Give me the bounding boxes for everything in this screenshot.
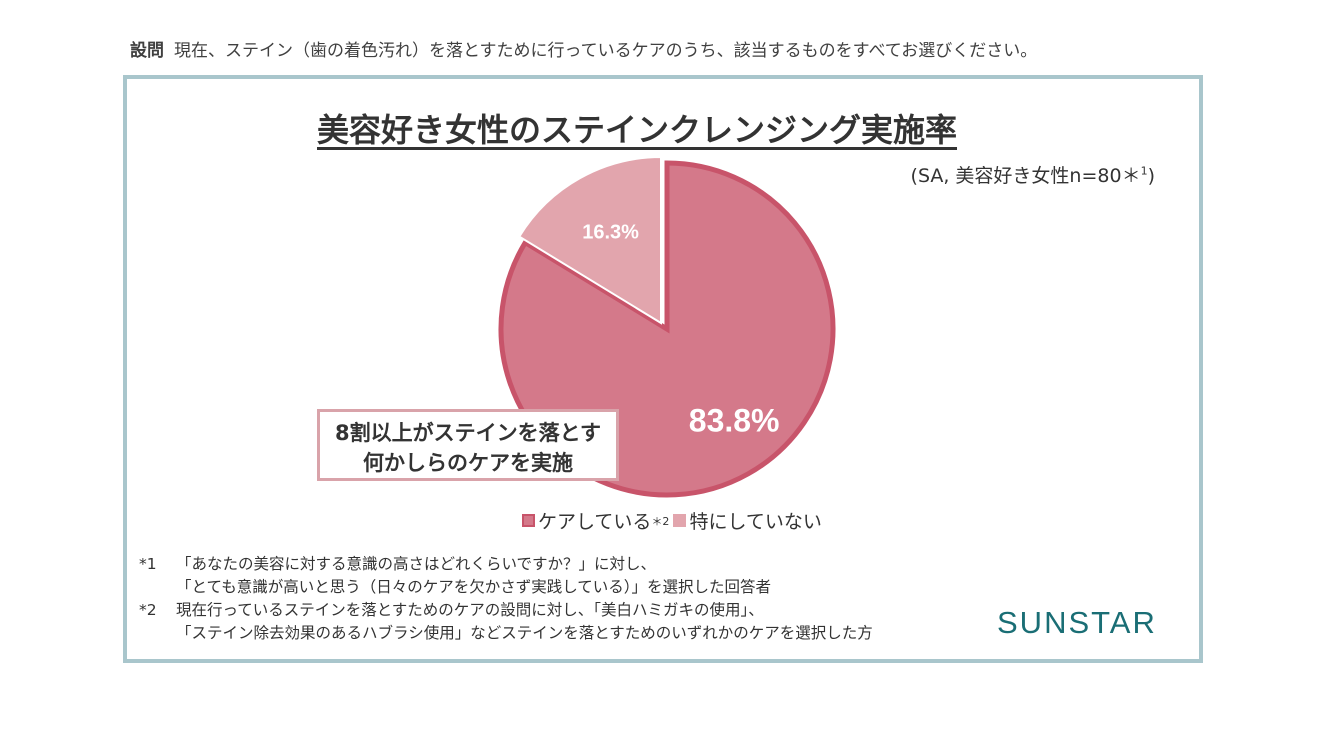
chart-legend: ケアしている ＊2 特にしていない [522, 507, 826, 534]
footnote-2-text1: 現在行っているステインを落とすためのケアの設問に対し、「美白ハミガキの使用」、 [176, 601, 764, 619]
footnote-1-line1: *1 「あなたの美容に対する意識の高さはどれくらいですか？」に対し、 [139, 553, 873, 576]
legend-item-care: ケアしている ＊2 [522, 507, 669, 534]
footnote-1-line2: 「とても意識が高いと思う（日々のケアを欠かさず実践している）」を選択した回答者 [139, 576, 873, 599]
callout-line1: 8割以上がステインを落とす [335, 421, 601, 445]
legend-label-care: ケアしている [538, 511, 652, 533]
chart-frame: 美容好き女性のステインクレンジング実施率 (SA, 美容好き女性n=80＊1) … [123, 75, 1203, 663]
footnote-1-mark: *1 [139, 555, 157, 573]
question-body: 現在、ステイン（歯の着色汚れ）を落とすために行っているケアのうち、該当するものを… [174, 41, 1038, 61]
legend-label-none: 特にしていない [689, 511, 822, 533]
legend-sup-care: ＊2 [651, 514, 670, 528]
legend-swatch-none [673, 514, 687, 527]
question-label: 設問 [130, 41, 164, 61]
legend-item-none: 特にしていない [673, 507, 822, 534]
pie-label-none: 16.3% [582, 222, 639, 244]
callout-box: 8割以上がステインを落とす 何かしらのケアを実施 [317, 409, 619, 481]
sample-note-close: ) [1147, 165, 1155, 187]
footnotes: *1 「あなたの美容に対する意識の高さはどれくらいですか？」に対し、 「とても意識… [139, 553, 873, 645]
pie-label-care: 83.8% [689, 402, 780, 438]
footnote-1-text1: 「あなたの美容に対する意識の高さはどれくらいですか？」に対し、 [176, 555, 657, 573]
question-text: 設問 現在、ステイン（歯の着色汚れ）を落とすために行っているケアのうち、該当するも… [130, 36, 1037, 61]
sample-note: (SA, 美容好き女性n=80＊1) [911, 161, 1155, 188]
legend-swatch-care [522, 514, 535, 527]
footnote-2-line2: 「ステイン除去効果のあるハブラシ使用」などステインを落とすためのいずれかのケアを… [139, 622, 873, 645]
sample-note-text: (SA, 美容好き女性n=80＊ [910, 165, 1141, 187]
pie-slice-none [517, 155, 662, 325]
footnote-2-line1: *2 現在行っているステインを落とすためのケアの設問に対し、「美白ハミガキの使用」… [139, 599, 873, 622]
sample-note-sup: 1 [1140, 164, 1148, 178]
footnote-2-text2: 「ステイン除去効果のあるハブラシ使用」などステインを落とすためのいずれかのケアを… [176, 624, 873, 642]
brand-logo: SUNSTAR [997, 605, 1157, 640]
callout-line2: 何かしらのケアを実施 [363, 451, 573, 475]
footnote-1-text2: 「とても意識が高いと思う（日々のケアを欠かさず実践している）」を選択した回答者 [176, 578, 772, 596]
footnote-2-mark: *2 [139, 601, 157, 619]
